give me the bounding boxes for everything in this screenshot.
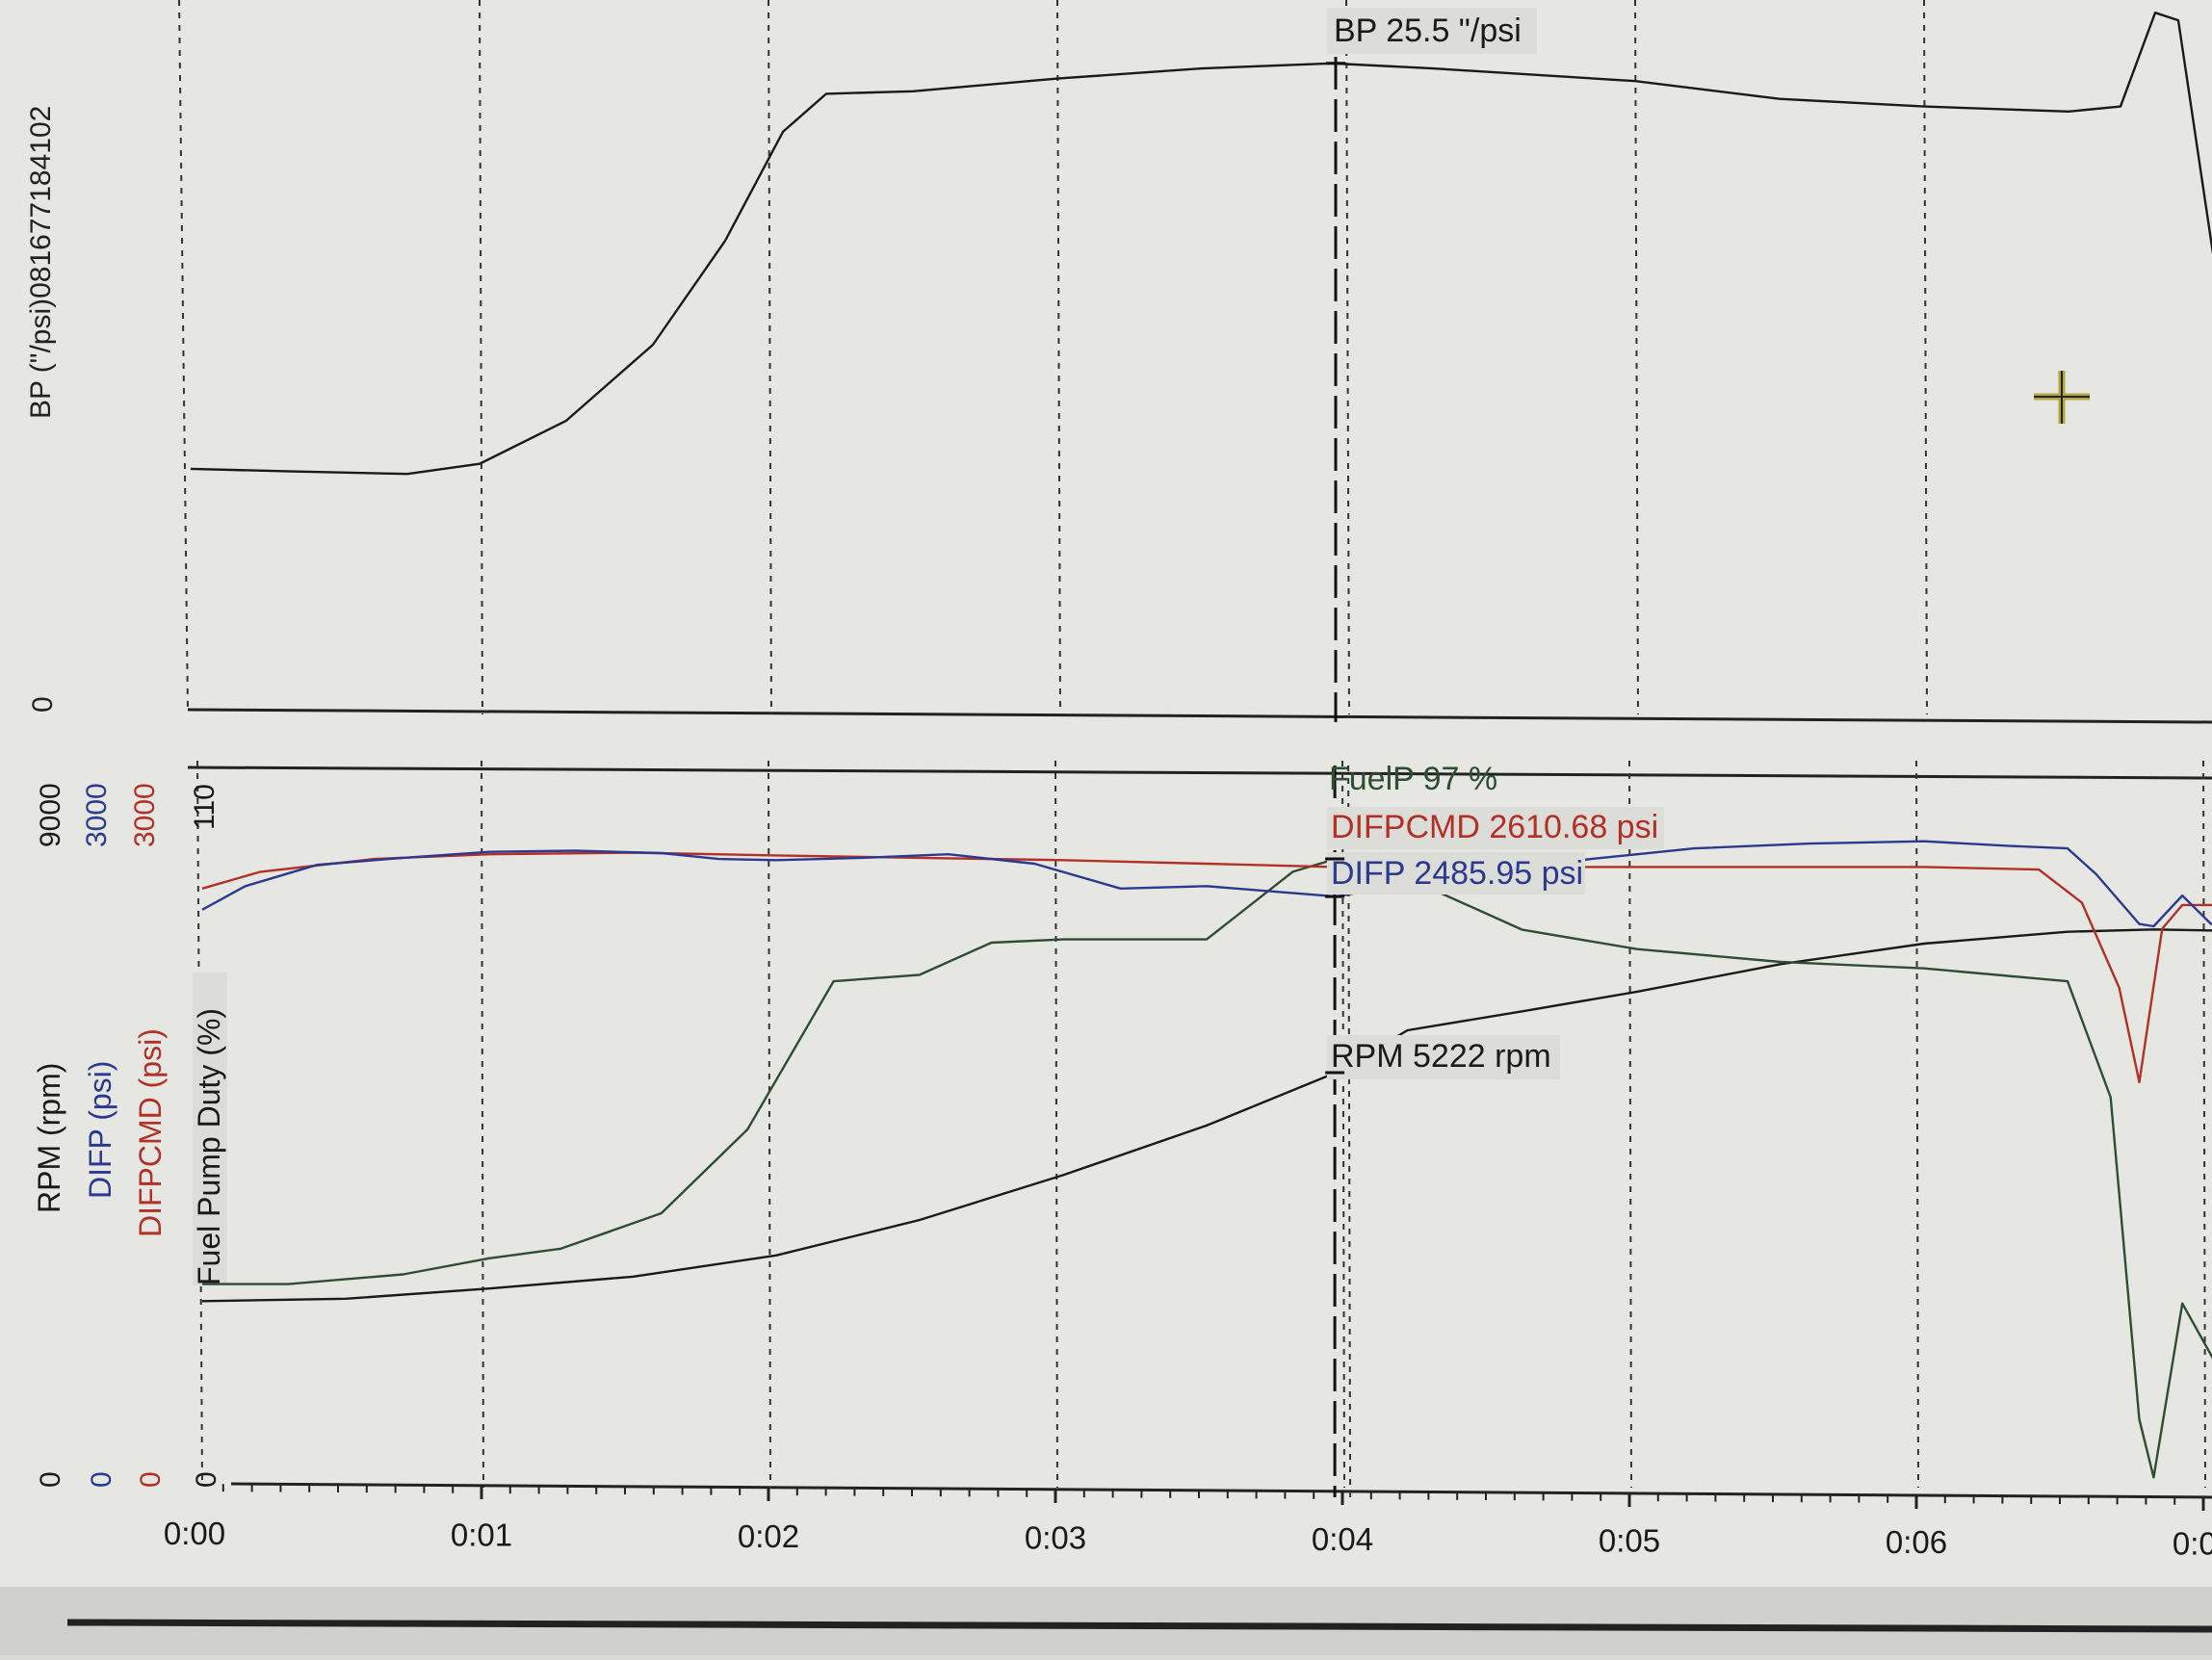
bp-y-axis — [178, 0, 189, 711]
time-minor-ticks — [221, 1484, 2205, 1511]
fuel-panel-top-border — [187, 765, 2212, 780]
difp-max-label: 3000 — [81, 783, 113, 847]
fuel-gridline — [1054, 760, 1058, 1489]
fuel-gridline — [768, 760, 771, 1489]
fuel-gridline — [1341, 760, 1345, 1489]
time-tick-label: 0:03 — [1025, 1520, 1086, 1556]
time-tick-label: 0:07 — [2173, 1526, 2212, 1562]
bp-y-min-label: 0 — [27, 696, 59, 713]
time-tick-label: 0:00 — [164, 1516, 225, 1551]
rpm-readout: RPM 5222 rpm — [1331, 1038, 1551, 1075]
fuel-gridline — [1628, 760, 1632, 1489]
difp-axis-label: DIFP (psi) — [83, 1061, 117, 1199]
fuel-y-axis — [196, 760, 203, 1485]
cursor-aux-line — [1347, 765, 1352, 1498]
bp-readout-box — [1327, 8, 1537, 54]
time-tick-label: 0:04 — [1312, 1521, 1373, 1557]
bp-gridline — [479, 0, 483, 715]
fuelp-axis-label-bg — [193, 973, 227, 1285]
fuelp-min-label: 0 — [191, 1471, 222, 1488]
time-cursor[interactable]: BP 25.5 "/psi FuelP 97 % DIFPCMD 2610.68… — [1325, 8, 1664, 1498]
rpm-series-line — [201, 928, 2212, 1303]
bp-x-axis — [187, 708, 2212, 724]
rpm-readout-box — [1327, 1035, 1560, 1079]
difpcmd-readout-box — [1327, 807, 1664, 849]
difpcmd-readout: DIFPCMD 2610.68 psi — [1331, 809, 1658, 845]
fuel-panel: 0:00 0:01 0:02 0:03 0:04 0:05 0:06 0:07 RPM (rp… — [32, 760, 2212, 1562]
time-tick-label: 0:01 — [451, 1517, 512, 1553]
bp-series-line — [190, 12, 2212, 476]
bp-readout: BP 25.5 "/psi — [1334, 13, 1522, 49]
fuel-gridline — [481, 760, 484, 1489]
horizontal-scrollbar-thumb[interactable] — [66, 1619, 2212, 1633]
time-axis — [230, 1482, 2212, 1499]
rpm-min-label: 0 — [35, 1471, 66, 1488]
mouse-crosshair-icon — [2034, 371, 2090, 424]
rpm-axis-label: RPM (rpm) — [32, 1063, 66, 1213]
bp-y-axis-label: BP ("/psi)081677184102 — [25, 106, 57, 419]
fuel-gridline — [1915, 760, 1919, 1489]
fuel-gridline — [2202, 760, 2206, 1489]
time-tick-labels: 0:00 0:01 0:02 0:03 0:04 0:05 0:06 0:07 — [164, 1516, 2212, 1562]
difpcmd-min-label: 0 — [135, 1471, 167, 1488]
time-tick-label: 0:05 — [1599, 1523, 1660, 1559]
difp-readout: DIFP 2485.95 psi — [1331, 855, 1583, 892]
difpcmd-max-label: 3000 — [129, 783, 161, 847]
fuelp-series-line — [202, 857, 2212, 1479]
fuel-gridlines — [481, 760, 2206, 1489]
difp-readout-box — [1327, 852, 1585, 895]
fuelp-axis-label: Fuel Pump Duty (%) — [192, 1008, 226, 1285]
bp-panel: BP ("/psi)081677184102 0 — [25, 0, 2212, 724]
time-tick-label: 0:02 — [738, 1518, 799, 1554]
difp-min-label: 0 — [86, 1471, 117, 1488]
fuelp-readout: FuelP 97 % — [1329, 761, 1497, 797]
time-tick-label: 0:06 — [1886, 1524, 1947, 1560]
bp-gridline — [1634, 0, 1639, 715]
bp-gridline — [768, 0, 772, 715]
difp-series-line — [201, 840, 2212, 928]
difpcmd-axis-label: DIFPCMD (psi) — [133, 1028, 168, 1237]
bp-gridline — [1345, 0, 1350, 715]
fuelp-max-label: 110 — [189, 784, 221, 830]
rpm-max-label: 9000 — [35, 783, 66, 847]
bp-gridline — [1056, 0, 1061, 715]
